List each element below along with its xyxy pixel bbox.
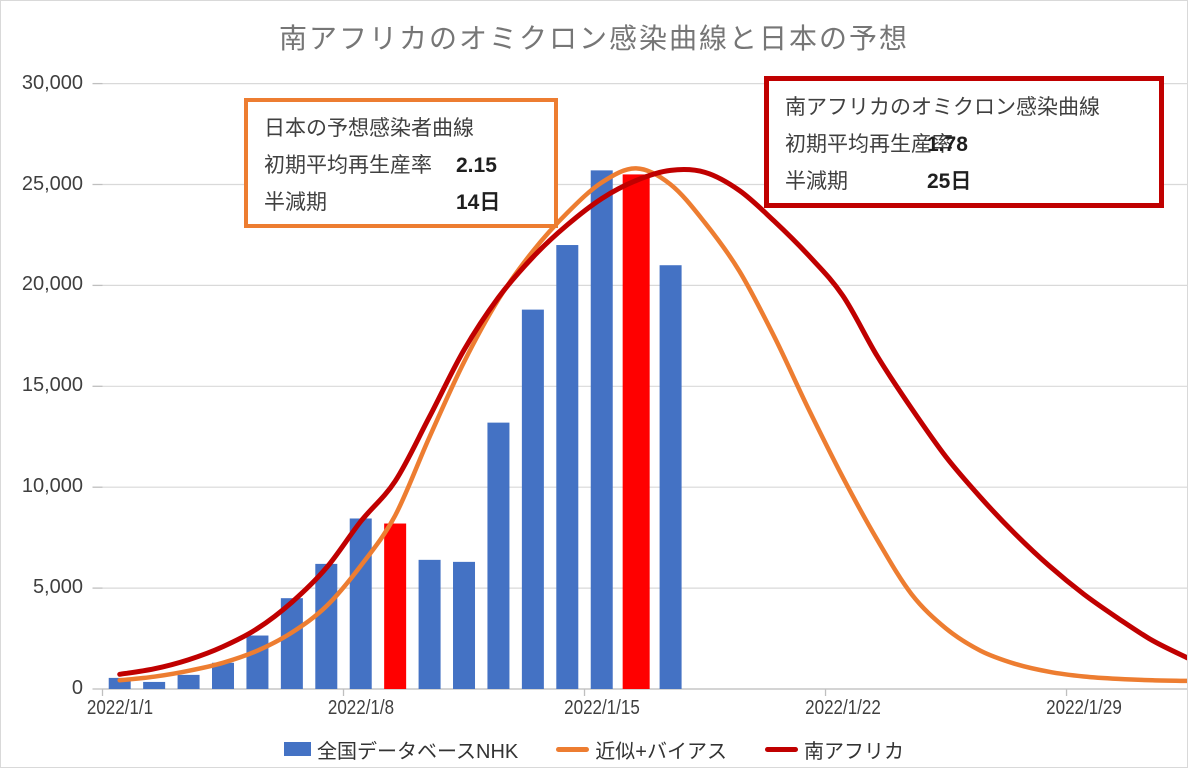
annotation-row-value: 2.15: [456, 154, 497, 177]
x-axis-label: 2022/1/1: [86, 697, 153, 719]
legend-marker-line: [556, 746, 590, 752]
annotation-row: 初期平均再生産率 1.78: [785, 126, 1143, 163]
y-axis-label: 5,000: [32, 576, 83, 599]
annotation-row: 半減期 14日: [264, 184, 538, 221]
bar: [418, 559, 441, 689]
y-axis-label: 0: [71, 677, 83, 699]
bar: [590, 170, 613, 689]
annotation-row-label: 初期平均再生産率: [264, 154, 432, 177]
bar: [246, 635, 269, 689]
annotation-row-label: 半減期: [785, 170, 848, 193]
bar: [280, 598, 303, 689]
legend-label: 南アフリカ: [803, 740, 904, 763]
bar: [177, 674, 200, 689]
bar: [487, 422, 510, 689]
annotation-row: 初期平均再生産率 2.15: [264, 147, 538, 184]
bar: [521, 309, 544, 689]
x-axis-label: 2022/1/8: [327, 697, 394, 719]
annotation-row-value: 25日: [927, 170, 972, 193]
line-series-south-africa: [117, 167, 1187, 677]
bar: [212, 662, 235, 689]
annotation-row-value: 1.78: [927, 133, 968, 156]
bar: [349, 518, 372, 689]
y-axis-label: 15,000: [21, 374, 83, 397]
bar: [143, 681, 166, 689]
y-axis-label: 10,000: [21, 475, 83, 498]
bar: [315, 563, 338, 689]
bar: [556, 245, 579, 690]
x-axis-label: 2022/1/22: [804, 697, 881, 719]
annotation-row-label: 初期平均再生産率: [785, 133, 953, 156]
legend-label: 近似+バイアス: [595, 740, 727, 763]
legend-item: 南アフリカ: [764, 735, 904, 764]
annotation-row-label: 半減期: [264, 191, 327, 214]
y-axis-label: 20,000: [21, 273, 83, 296]
annotation-row: 半減期 25日: [785, 163, 1143, 200]
bar-highlight: [622, 174, 650, 689]
line-series-japan-fit: [117, 166, 1187, 684]
x-axis-label: 2022/1/15: [563, 697, 640, 719]
legend-marker-square: [284, 742, 312, 756]
bar: [659, 265, 682, 689]
legend: 全国データベースNHK 近似+バイアス 南アフリカ: [1, 734, 1187, 764]
legend-marker-line: [764, 746, 798, 752]
legend-label: 全国データベースNHK: [317, 740, 519, 763]
legend-item: 近似+バイアス: [556, 735, 727, 764]
annotation-title: 南アフリカのオミクロン感染曲線: [785, 96, 1100, 119]
bar-highlight: [384, 523, 407, 689]
chart-title: 南アフリカのオミクロン感染曲線と日本の予想: [278, 23, 909, 54]
y-axis-label: 30,000: [21, 71, 83, 94]
legend-item: 全国データベースNHK: [284, 735, 518, 764]
y-axis-label: 25,000: [21, 172, 83, 195]
annotation-box-japan: 日本の予想感染者曲線 初期平均再生産率 2.15 半減期 14日: [244, 98, 558, 228]
annotation-box-south-africa: 南アフリカのオミクロン感染曲線 初期平均再生産率 1.78 半減期 25日: [764, 76, 1164, 208]
annotation-title: 日本の予想感染者曲線: [264, 117, 474, 140]
annotation-row-value: 14日: [456, 191, 501, 214]
bar: [108, 677, 131, 689]
x-axis-label: 2022/1/29: [1045, 697, 1122, 719]
bar: [453, 561, 476, 689]
